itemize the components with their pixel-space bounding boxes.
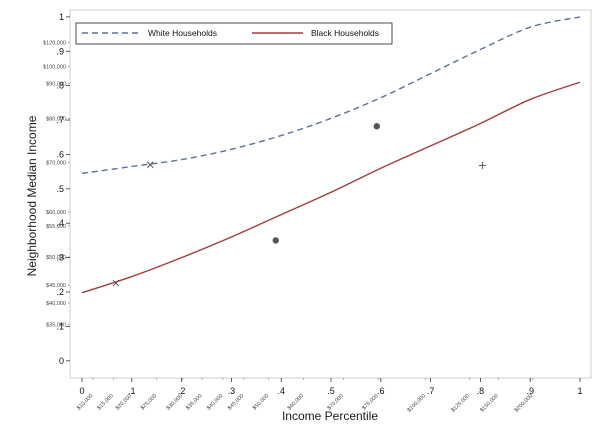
x-income-label: $125,000	[450, 393, 470, 413]
y-tick-label: .3	[56, 253, 64, 263]
x-income-label: $35,000	[185, 393, 203, 411]
x-income-label: $150,000	[479, 393, 499, 413]
x-tick-label: .6	[377, 386, 385, 396]
y-tick-label: .4	[56, 218, 64, 228]
x-tick-label: .9	[526, 386, 534, 396]
y-income-label: $80,000	[46, 116, 66, 122]
marker-plus	[478, 161, 486, 169]
y-tick-label: .1	[56, 321, 64, 331]
x-tick-label: 0	[79, 386, 84, 396]
x-income-label: $15,000	[96, 393, 114, 411]
x-income-label: $20,000	[115, 393, 133, 411]
x-income-label: $50,000	[252, 393, 270, 411]
legend-label-white: White Households	[148, 28, 217, 38]
x-tick-label: .7	[427, 386, 435, 396]
marker-x	[146, 161, 154, 169]
y-tick-label: .7	[56, 115, 64, 125]
legend-label-black: Black Households	[311, 28, 379, 38]
y-income-label: $45,000	[46, 283, 66, 289]
y-axis-title: Neighborhood Median Income	[25, 115, 39, 276]
plot-area	[69, 9, 592, 379]
series-line-white	[81, 16, 581, 175]
x-axis-title: Income Percentile	[282, 409, 378, 423]
legend-box	[75, 22, 393, 45]
x-income-label: $25,000	[140, 393, 158, 411]
x-tick-label: .2	[178, 386, 186, 396]
y-tick-label: .9	[56, 46, 64, 56]
y-tick-label: .5	[56, 184, 64, 194]
y-income-label: $70,000	[46, 161, 66, 167]
x-tick-label: .1	[128, 386, 136, 396]
x-income-label: $30,000	[166, 393, 184, 411]
y-income-label: $90,000	[46, 82, 66, 88]
y-tick-label: .2	[56, 287, 64, 297]
y-income-label: $50,000	[46, 255, 66, 261]
x-income-label: $40,000	[206, 393, 224, 411]
marker-dot	[272, 237, 279, 244]
x-income-label: $200,000	[514, 393, 534, 413]
x-tick-label: .3	[228, 386, 236, 396]
y-income-label: $100,000	[43, 64, 66, 70]
y-tick-label: .8	[56, 81, 64, 91]
series-line-black	[81, 81, 581, 294]
y-tick-label: .6	[56, 149, 64, 159]
x-tick-label: .4	[277, 386, 285, 396]
marker-x-stroke	[112, 279, 120, 287]
marker-x-stroke	[146, 161, 154, 169]
y-income-label: $55,000	[46, 224, 66, 230]
y-tick-label: 0	[59, 356, 64, 366]
y-income-label: $60,000	[46, 210, 66, 216]
x-income-label: $100,000	[407, 393, 427, 413]
x-tick-label: .5	[327, 386, 335, 396]
marker-dot	[373, 123, 381, 130]
x-tick-label: .8	[477, 386, 485, 396]
x-tick-label: 1	[577, 386, 582, 396]
y-income-label: $40,000	[46, 301, 66, 307]
marker-x	[112, 279, 120, 287]
y-income-label: $35,000	[46, 323, 66, 329]
y-income-label: $120,000	[43, 40, 66, 46]
y-tick-label: 1	[59, 12, 64, 22]
